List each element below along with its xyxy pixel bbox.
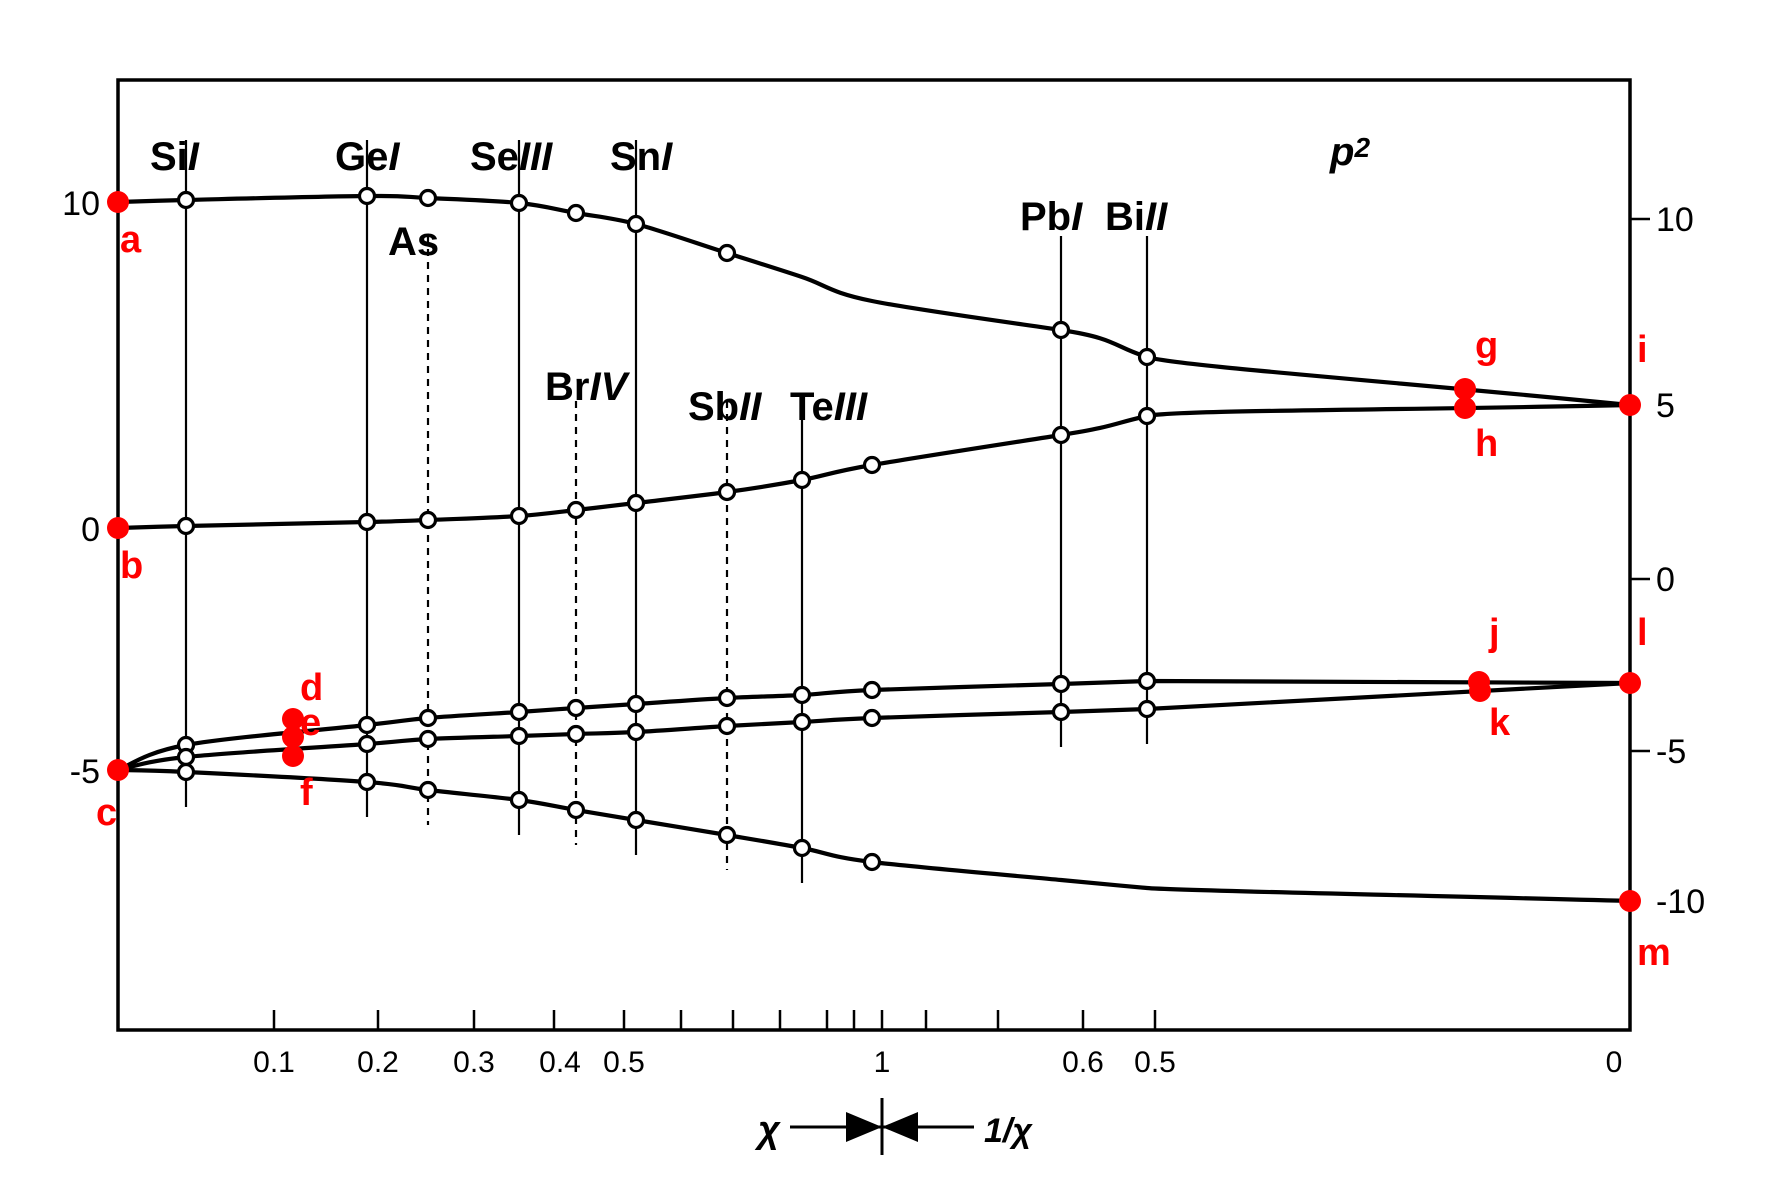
svg-text:GeI: GeI: [335, 135, 400, 179]
svg-text:0: 0: [1656, 561, 1675, 599]
svg-text:0.5: 0.5: [1134, 1046, 1176, 1079]
svg-text:10: 10: [1656, 201, 1694, 239]
svg-text:j: j: [1488, 612, 1500, 654]
svg-text:a: a: [120, 219, 142, 261]
svg-text:10: 10: [62, 185, 100, 223]
svg-text:0.4: 0.4: [539, 1046, 581, 1079]
svg-text:χ: χ: [754, 1109, 781, 1151]
svg-text:l: l: [1637, 612, 1648, 654]
svg-text:f: f: [300, 772, 313, 814]
svg-text:BrIV: BrIV: [545, 365, 631, 409]
svg-text:b: b: [120, 545, 143, 587]
svg-text:0.6: 0.6: [1062, 1046, 1104, 1079]
svg-text:SiI: SiI: [150, 135, 200, 179]
svg-text:1/χ: 1/χ: [984, 1112, 1033, 1150]
svg-text:i: i: [1637, 329, 1648, 371]
svg-text:BiII: BiII: [1105, 195, 1168, 239]
svg-text:0.1: 0.1: [253, 1046, 295, 1079]
svg-text:-5: -5: [1656, 733, 1686, 771]
svg-text:h: h: [1475, 423, 1498, 465]
svg-text:0.3: 0.3: [453, 1046, 495, 1079]
svg-text:g: g: [1475, 325, 1498, 367]
svg-text:0.2: 0.2: [357, 1046, 399, 1079]
svg-text:-5: -5: [70, 753, 100, 791]
svg-text:p2: p2: [1329, 130, 1370, 174]
svg-text:c: c: [96, 792, 117, 834]
svg-text:0: 0: [81, 511, 100, 549]
svg-text:e: e: [300, 702, 321, 744]
svg-text:5: 5: [1656, 387, 1675, 425]
svg-text:m: m: [1637, 932, 1671, 974]
svg-text:1: 1: [874, 1046, 891, 1079]
svg-text:PbI: PbI: [1020, 195, 1083, 239]
svg-text:SeIII: SeIII: [470, 135, 553, 179]
svg-text:0.5: 0.5: [603, 1046, 645, 1079]
svg-text:TeIII: TeIII: [790, 385, 868, 429]
svg-text:k: k: [1489, 702, 1511, 744]
svg-text:0: 0: [1606, 1046, 1623, 1079]
svg-text:-10: -10: [1656, 883, 1705, 921]
svg-text:SnI: SnI: [610, 135, 673, 179]
svg-text:As: As: [388, 220, 439, 264]
svg-text:SbII: SbII: [688, 385, 762, 429]
